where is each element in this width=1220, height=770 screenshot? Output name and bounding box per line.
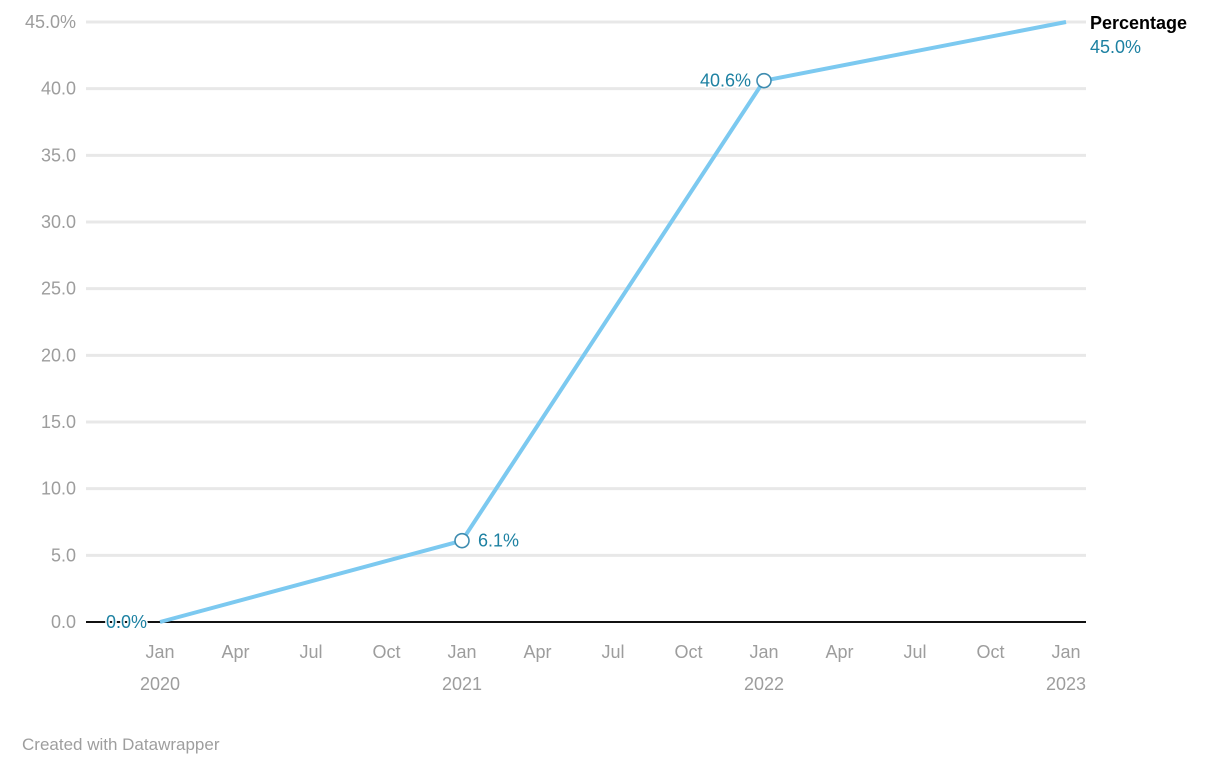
series-legend: Percentage 45.0% (1090, 11, 1215, 59)
x-tick-label: Oct (372, 642, 400, 662)
y-tick-label: 30.0 (41, 212, 76, 232)
x-tick-label: Jan (1051, 642, 1080, 662)
x-tick-label: Jul (601, 642, 624, 662)
data-point-value-label: 6.1% (478, 531, 519, 551)
data-point-value-label: 0.0% (106, 612, 147, 632)
x-tick-label: Jul (299, 642, 322, 662)
series-legend-title: Percentage (1090, 13, 1188, 33)
y-tick-label: 10.0 (41, 479, 76, 499)
x-tick-label: Apr (523, 642, 551, 662)
datawrapper-credit: Created with Datawrapper (22, 735, 220, 754)
data-point-marker (454, 532, 470, 549)
x-tick-label: Jan (749, 642, 778, 662)
y-tick-label: 45.0% (25, 12, 76, 32)
x-tick-label: Apr (825, 642, 853, 662)
y-tick-label: 15.0 (41, 412, 76, 432)
x-tick-year-label: 2021 (442, 674, 482, 694)
y-tick-label: 5.0 (51, 545, 76, 565)
y-tick-label: 0.0 (51, 612, 76, 632)
data-line-percentage (159, 20, 1067, 624)
x-tick-label: Apr (221, 642, 249, 662)
y-tick-label: 25.0 (41, 279, 76, 299)
y-tick-label: 40.0 (41, 79, 76, 99)
x-tick-year-label: 2022 (744, 674, 784, 694)
x-tick-label: Jul (903, 642, 926, 662)
x-tick-label: Oct (976, 642, 1004, 662)
x-tick-year-label: 2020 (140, 674, 180, 694)
x-tick-label: Oct (674, 642, 702, 662)
x-tick-label: Jan (447, 642, 476, 662)
y-tick-label: 20.0 (41, 345, 76, 365)
data-point-marker (756, 72, 772, 89)
x-tick-label: Jan (145, 642, 174, 662)
series-legend-value: 45.0% (1090, 37, 1142, 57)
x-tick-year-label: 2023 (1046, 674, 1086, 694)
data-point-value-label: 40.6% (700, 71, 751, 91)
y-tick-label: 35.0 (41, 145, 76, 165)
